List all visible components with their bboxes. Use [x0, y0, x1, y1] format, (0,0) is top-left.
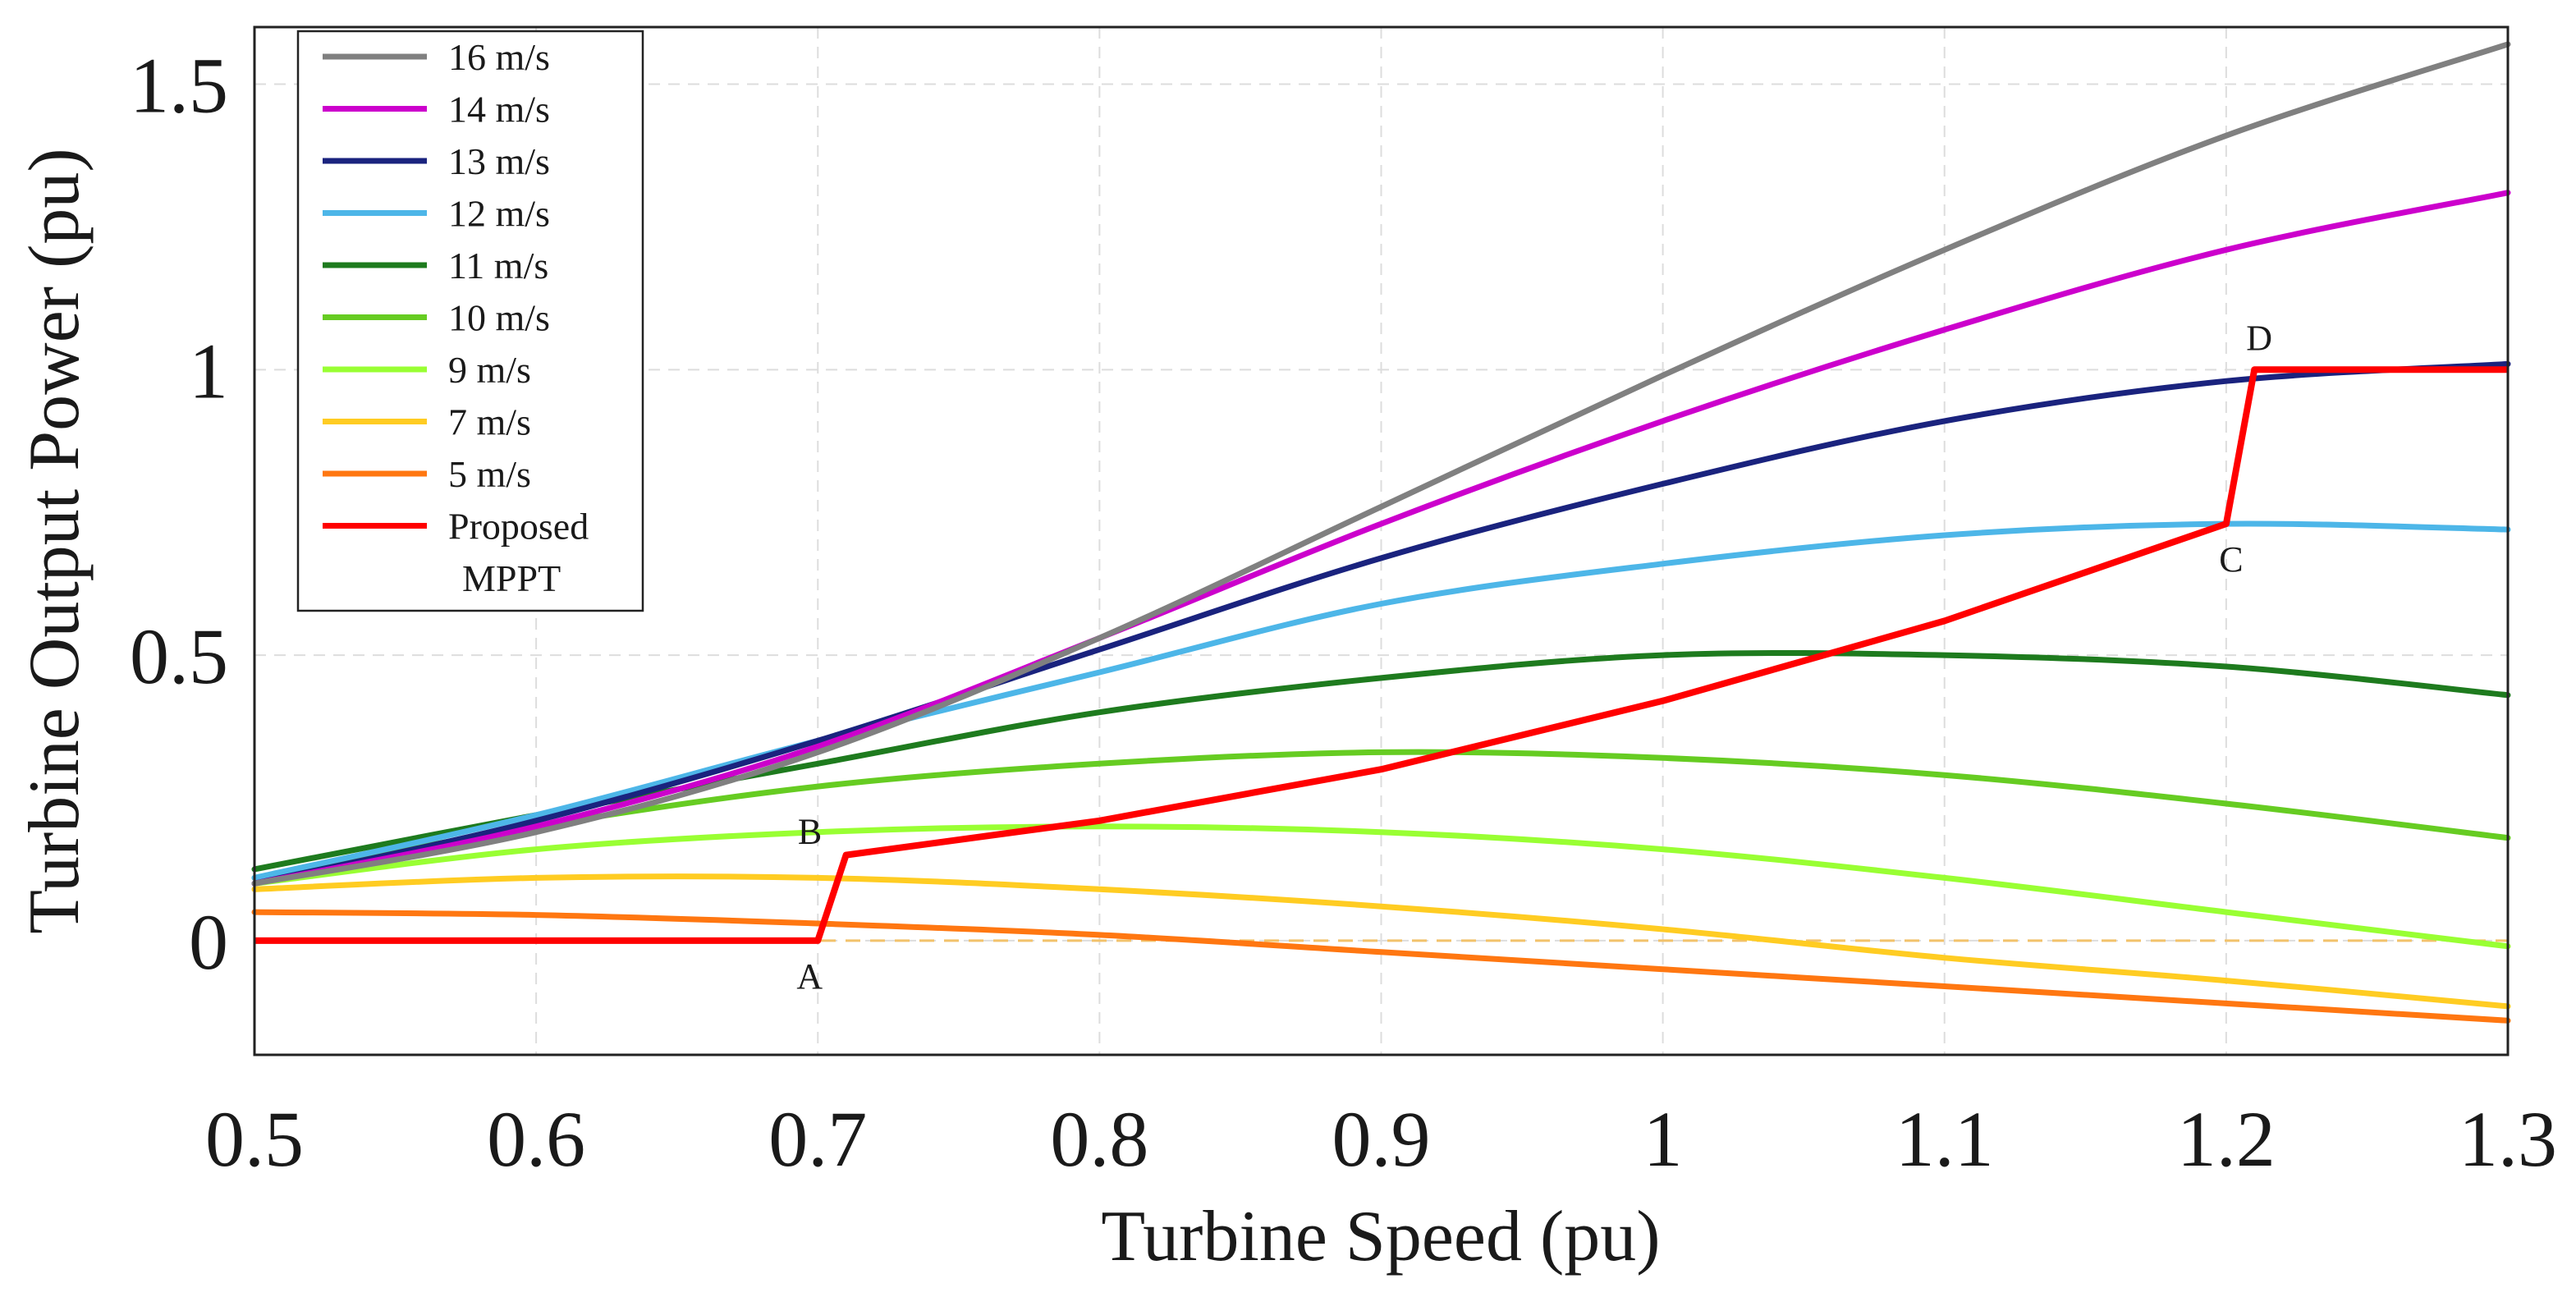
series-line-16-m-s	[251, 41, 2511, 887]
y-tick-label: 0.5	[130, 612, 228, 700]
point-annotations: A B C D	[796, 318, 2272, 997]
legend-label: 9 m/s	[448, 349, 531, 391]
legend-label: 7 m/s	[448, 401, 531, 443]
x-axis-title: Turbine Speed (pu)	[1101, 1197, 1660, 1276]
x-tick-label: 1.2	[2177, 1095, 2276, 1183]
legend-label: 14 m/s	[448, 89, 550, 131]
legend-label: 12 m/s	[448, 193, 550, 235]
legend-label: Proposed	[448, 506, 589, 548]
legend-label: 13 m/s	[448, 140, 550, 182]
annotation-c: C	[2219, 539, 2243, 580]
x-tick-label: 0.8	[1050, 1095, 1148, 1183]
legend: 16 m/s 14 m/s 13 m/s 12 m/s 11 m/s 10 m/s 9 m/…	[296, 30, 644, 612]
annotation-a: A	[796, 956, 823, 997]
series-line-5-m-s	[251, 909, 2511, 1024]
annotation-d: D	[2246, 318, 2272, 358]
legend-label: 11 m/s	[448, 245, 548, 286]
y-tick-label: 1.5	[130, 42, 228, 130]
y-tick-label: 1	[189, 327, 228, 415]
legend-label: 5 m/s	[448, 453, 531, 495]
series-line-12-m-s	[251, 520, 2511, 881]
legend-box	[296, 30, 644, 612]
series-lines	[251, 41, 2511, 1024]
series-line-13-m-s	[251, 360, 2511, 887]
x-tick-label: 1.1	[1895, 1095, 1994, 1183]
series-line-14-m-s	[251, 190, 2511, 887]
x-tick-label: 1.3	[2459, 1095, 2557, 1183]
y-tick-label: 0	[189, 898, 228, 986]
x-tick-label: 0.6	[487, 1095, 585, 1183]
legend-label: 10 m/s	[448, 297, 550, 339]
x-tick-label: 0.5	[205, 1095, 304, 1183]
plot-frame	[253, 25, 2510, 1056]
series-line-7-m-s	[251, 873, 2511, 1010]
series-line-proposed-mppt	[254, 366, 2508, 944]
annotation-b: B	[798, 812, 822, 852]
legend-label: 16 m/s	[448, 36, 550, 78]
series-line-9-m-s	[251, 823, 2511, 950]
x-tick-label: 1	[1643, 1095, 1683, 1183]
axis-ticks: 0.5 0.6 0.7 0.8 0.9 1 1.1 1.2 1.3 0 0.5 1 1.5	[130, 42, 2557, 1183]
y-axis-title: Turbine Output Power (pu)	[15, 148, 94, 933]
x-tick-label: 0.9	[1332, 1095, 1431, 1183]
x-tick-label: 0.7	[768, 1095, 867, 1183]
legend-label: MPPT	[462, 557, 561, 599]
